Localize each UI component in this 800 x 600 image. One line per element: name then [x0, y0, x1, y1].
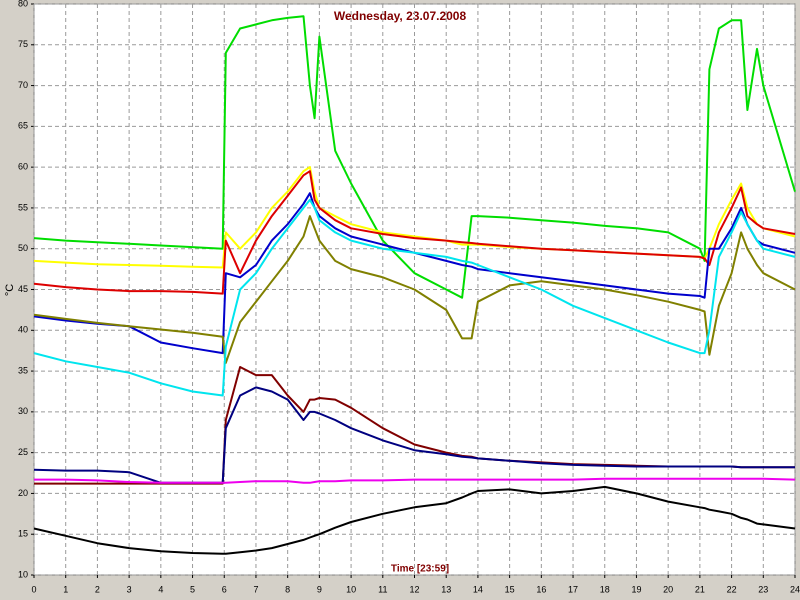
y-tick-label: 15: [18, 529, 28, 539]
x-tick-label: 7: [253, 584, 258, 594]
x-tick-label: 2: [95, 584, 100, 594]
data-line: [34, 477, 796, 484]
y-axis-label: °C: [4, 284, 16, 296]
x-tick-label: 0: [31, 584, 36, 594]
x-tick-label: 10: [346, 584, 356, 594]
y-tick-label: 70: [18, 80, 28, 90]
x-tick-label: 16: [536, 584, 546, 594]
data-line: [33, 386, 795, 484]
x-tick-label: 1: [63, 584, 68, 594]
x-tick-label: 5: [190, 584, 195, 594]
y-tick-label: 25: [18, 447, 28, 457]
x-tick-label: 21: [695, 584, 705, 594]
x-tick-label: 12: [409, 584, 419, 594]
data-line: [33, 198, 796, 397]
data-line: [33, 15, 796, 299]
x-tick-label: 20: [663, 584, 673, 594]
x-tick-label: 3: [127, 584, 132, 594]
data-line: [33, 485, 796, 555]
y-tick-label: 35: [18, 365, 28, 375]
y-tick-label: 40: [18, 325, 28, 335]
y-tick-label: 80: [18, 0, 28, 8]
y-tick-label: 60: [18, 162, 28, 172]
x-tick-label: 6: [222, 584, 227, 594]
x-axis-label: Time [23:59]: [391, 564, 449, 575]
x-tick-label: 8: [285, 584, 290, 594]
x-tick-label: 17: [568, 584, 578, 594]
x-tick-label: 24: [790, 584, 800, 594]
data-line: [33, 215, 796, 364]
data-line: [33, 192, 796, 355]
x-tick-label: 22: [727, 584, 737, 594]
x-tick-label: 18: [600, 584, 610, 594]
x-tick-label: 19: [631, 584, 641, 594]
y-tick-label: 45: [18, 284, 28, 294]
x-tick-label: 23: [758, 584, 768, 594]
x-tick-label: 9: [317, 584, 322, 594]
y-tick-label: 30: [18, 406, 28, 416]
x-tick-label: 13: [441, 584, 451, 594]
y-tick-label: 50: [18, 243, 28, 253]
x-tick-label: 15: [505, 584, 515, 594]
x-tick-label: 14: [473, 584, 483, 594]
y-tick-label: 65: [18, 121, 28, 131]
chart-title: Wednesday, 23.07.2008: [334, 9, 467, 23]
y-tick-label: 10: [18, 569, 28, 579]
y-tick-label: 75: [18, 39, 28, 49]
x-tick-label: 11: [378, 584, 387, 594]
y-tick-label: 20: [18, 488, 28, 498]
y-tick-label: 55: [18, 202, 28, 212]
x-tick-label: 4: [158, 584, 163, 594]
